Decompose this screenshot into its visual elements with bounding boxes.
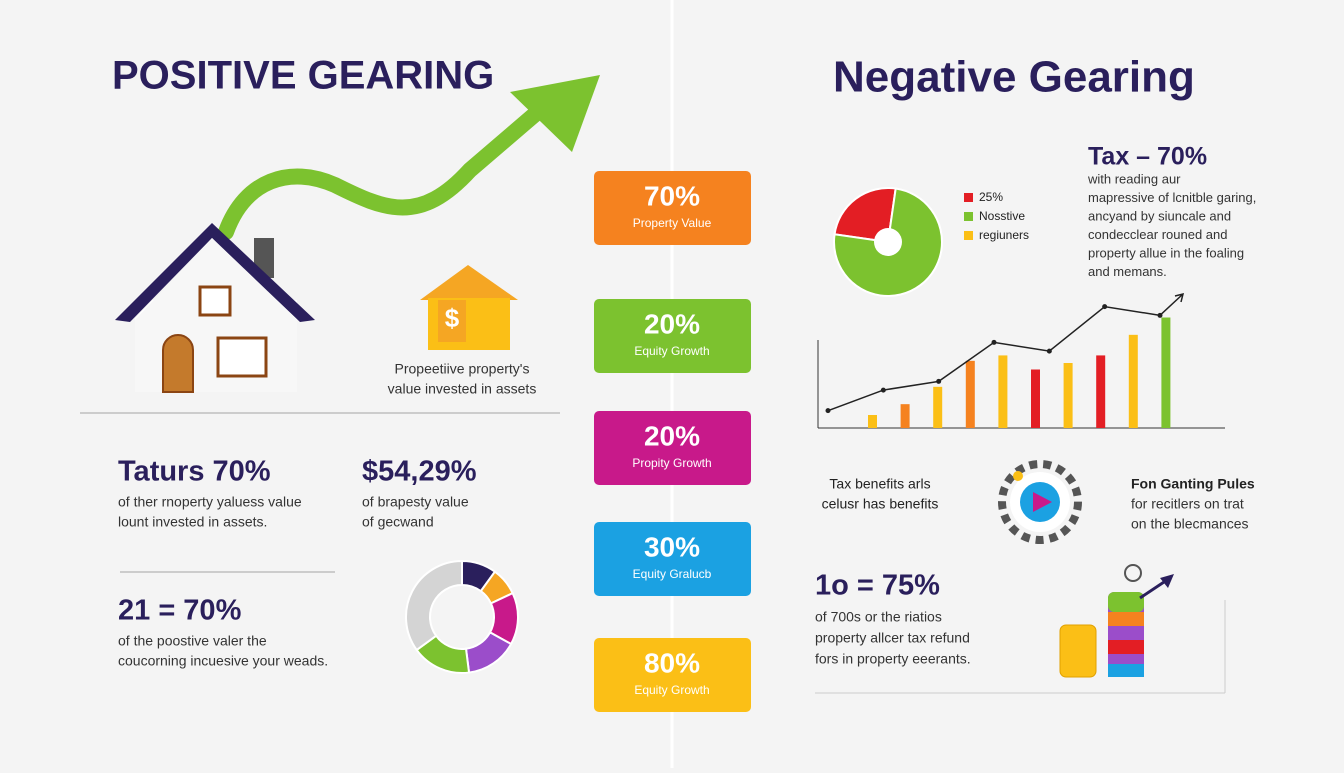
stat-headline: 21 = 70% bbox=[118, 595, 242, 627]
growth-arrow bbox=[218, 102, 548, 240]
legend-swatch bbox=[964, 231, 973, 240]
bar bbox=[1063, 363, 1073, 428]
trend-point bbox=[880, 387, 886, 393]
legend-label: 25% bbox=[979, 190, 1003, 204]
stat-headline: $54,29% bbox=[362, 456, 477, 488]
text-line: of ther rnoperty yaluess value bbox=[118, 494, 302, 510]
coins-icon bbox=[815, 564, 1226, 694]
text-line: mapressive of lcnitble garing, bbox=[1088, 190, 1256, 205]
legend-label: regiuners bbox=[979, 228, 1029, 242]
text-line: of 700s or the riatios bbox=[815, 609, 942, 625]
legend-swatch bbox=[964, 193, 973, 202]
card bbox=[594, 171, 751, 245]
text-line: with reading aur bbox=[1087, 171, 1181, 186]
text-line: fors in property eeerants. bbox=[815, 651, 971, 667]
text-line: of brapesty value bbox=[362, 494, 469, 510]
donut-segment bbox=[405, 559, 463, 652]
card-label: Property Value bbox=[633, 216, 712, 230]
text-line: ancyand by siuncale and bbox=[1088, 208, 1231, 223]
bar bbox=[965, 360, 975, 428]
card-label: Propity Growth bbox=[632, 456, 711, 470]
legend-label: Nosstive bbox=[979, 209, 1025, 223]
bar bbox=[1096, 355, 1106, 428]
stat-headline: Taturs 70% bbox=[118, 456, 271, 488]
card-value: 30% bbox=[644, 531, 700, 562]
svg-text:$: $ bbox=[445, 303, 460, 333]
text-line: coucorning incuesive your weads. bbox=[118, 653, 328, 669]
bar bbox=[998, 355, 1008, 428]
ratio-headline: 1o = 75% bbox=[815, 570, 940, 602]
text-line: condecclear rouned and bbox=[1088, 227, 1228, 242]
trend-arrow bbox=[1159, 292, 1185, 316]
card-value: 20% bbox=[644, 308, 700, 339]
text-line: of gecwand bbox=[362, 514, 434, 530]
text-line: of the poostive valer the bbox=[118, 633, 267, 649]
right-title: Negative Gearing bbox=[833, 53, 1195, 102]
text-line: for recitlers on trat bbox=[1131, 496, 1244, 512]
card bbox=[594, 638, 751, 712]
bar bbox=[1031, 369, 1040, 428]
trend-point bbox=[991, 339, 997, 345]
pie-hole bbox=[874, 228, 902, 256]
trend-point bbox=[1102, 304, 1108, 310]
card-value: 70% bbox=[644, 180, 700, 211]
trend-point bbox=[825, 408, 831, 414]
left-title: POSITIVE GEARING bbox=[112, 54, 494, 98]
card-value: 20% bbox=[644, 420, 700, 451]
card bbox=[594, 522, 751, 596]
house-icon bbox=[115, 223, 315, 393]
rules-heading: Fon Ganting Pules bbox=[1131, 476, 1255, 492]
trend-point bbox=[1046, 348, 1052, 354]
text-line: property allue in the foaling bbox=[1088, 245, 1244, 260]
text-line: property allcer tax refund bbox=[815, 630, 970, 646]
dollar-house-icon: $ bbox=[420, 265, 518, 350]
text-line: Propeetiive property's bbox=[395, 361, 530, 377]
text-line: value invested in assets bbox=[388, 381, 537, 397]
arrow-head bbox=[510, 75, 600, 152]
card-label: Equity Growth bbox=[634, 344, 709, 358]
bar bbox=[1128, 334, 1138, 428]
tax-heading: Tax – 70% bbox=[1088, 143, 1207, 171]
text-line: Tax benefits arls bbox=[829, 476, 930, 492]
legend-swatch bbox=[964, 212, 973, 221]
card-label: Equity Growth bbox=[634, 683, 709, 697]
text-line: on the blecmances bbox=[1131, 516, 1249, 532]
card-value: 80% bbox=[644, 647, 700, 678]
gear-icon bbox=[998, 460, 1082, 544]
card bbox=[594, 411, 751, 485]
bar bbox=[868, 415, 877, 428]
bar bbox=[900, 404, 910, 428]
card-label: Equity Gralucb bbox=[633, 567, 712, 581]
trend-point bbox=[936, 378, 942, 384]
bar bbox=[933, 386, 943, 428]
text-line: lount invested in assets. bbox=[118, 514, 267, 530]
text-line: celusr has benefits bbox=[822, 496, 939, 512]
text-line: and memans. bbox=[1088, 264, 1167, 279]
bar bbox=[1161, 317, 1171, 428]
card bbox=[594, 299, 751, 373]
